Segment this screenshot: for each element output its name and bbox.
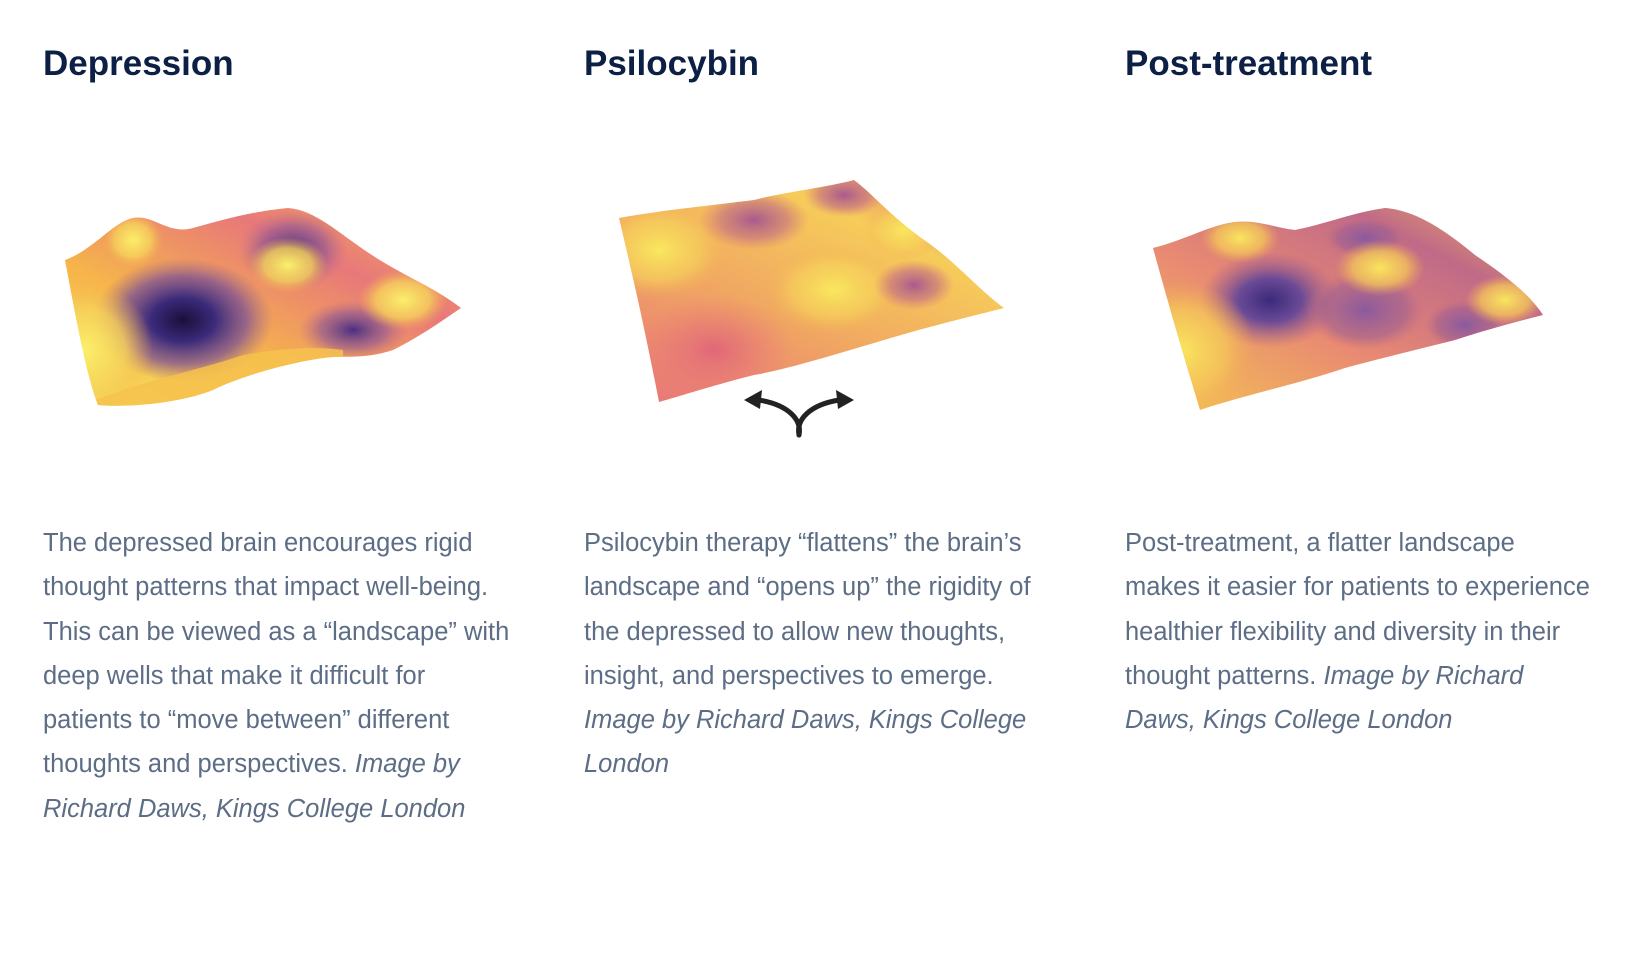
- image-credit: Image by Richard Daws, Kings College Lon…: [584, 706, 1027, 779]
- panel-post-treatment: Post-treatment: [1125, 0, 1605, 960]
- post-treatment-landscape-image: [1125, 150, 1605, 490]
- panel-caption: Post-treatment, a flatter landscape make…: [1125, 521, 1595, 742]
- panel-caption: Psilocybin therapy “flattens” the brain’…: [584, 521, 1054, 787]
- caption-text: Psilocybin therapy “flattens” the brain’…: [584, 529, 1031, 690]
- panel-title: Depression: [43, 44, 234, 83]
- image-credit: Image by Richard Daws, Kings College Lon…: [1125, 661, 1524, 735]
- panel-caption: The depressed brain encourages rigid tho…: [43, 521, 513, 831]
- image-credit: Image by Richard Daws, Kings College Lon…: [43, 750, 466, 823]
- depression-landscape-image: [43, 150, 523, 490]
- panel-title: Post-treatment: [1125, 44, 1372, 83]
- panel-depression: Depression: [43, 0, 523, 960]
- split-arrows-icon: [744, 390, 854, 438]
- caption-text: Post-treatment, a flatter landscape make…: [1125, 529, 1590, 690]
- landscape-comparison: Depression: [43, 0, 1623, 960]
- caption-text: The depressed brain encourages rigid tho…: [43, 529, 510, 779]
- panel-psilocybin: Psilocybin: [584, 0, 1064, 960]
- panel-title: Psilocybin: [584, 44, 760, 83]
- psilocybin-landscape-image: [584, 150, 1064, 490]
